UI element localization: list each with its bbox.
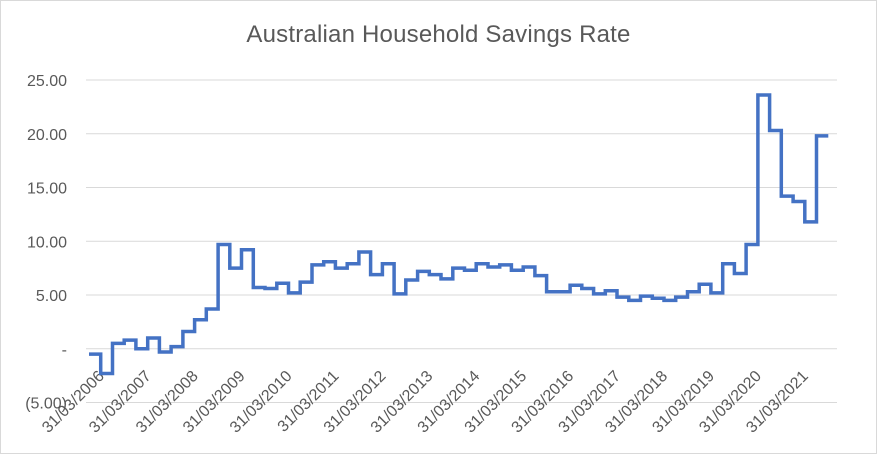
y-tick-label: (5.00) (25, 396, 67, 413)
y-tick-label: 5.00 (36, 288, 67, 305)
y-tick-label: 10.00 (27, 234, 67, 251)
series-line (89, 93, 829, 376)
gridlines (86, 79, 837, 403)
series-layer (89, 93, 829, 376)
y-axis-tick-labels: 25.00 20.00 15.00 10.00 5.00 - (5.00) (25, 73, 67, 413)
y-tick-label: - (62, 342, 67, 359)
y-tick-label: 25.00 (27, 73, 67, 90)
chart-title: Australian Household Savings Rate (246, 21, 631, 48)
y-tick-label: 20.00 (27, 127, 67, 144)
y-tick-label: 15.00 (27, 181, 67, 198)
